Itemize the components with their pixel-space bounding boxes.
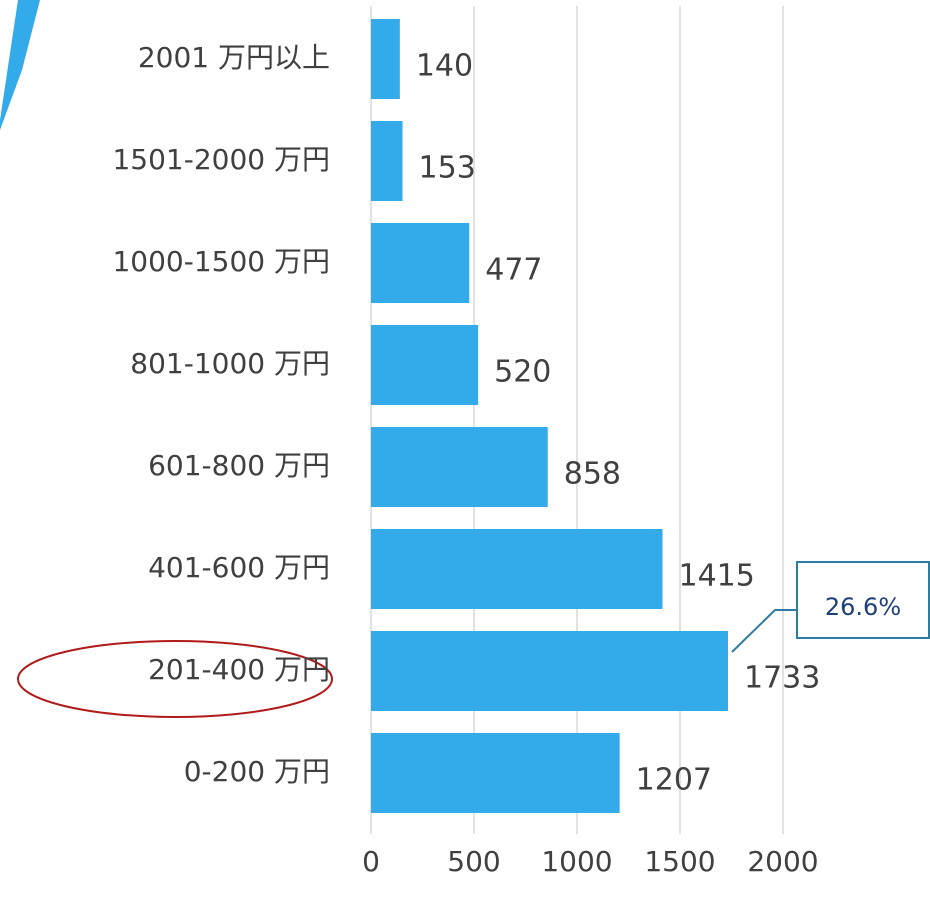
data-label: 153 — [419, 151, 476, 186]
y-tick-label: 201-400 万円 — [148, 653, 330, 686]
bar — [371, 733, 620, 813]
y-tick-label: 2001 万円以上 — [138, 41, 330, 74]
data-label: 1207 — [636, 763, 712, 798]
data-label: 1733 — [744, 661, 820, 696]
highlight-ellipse — [17, 640, 333, 718]
x-tick-label: 0 — [362, 845, 380, 878]
bar — [371, 631, 728, 711]
annotation-leader — [731, 609, 797, 653]
bar — [371, 121, 403, 201]
bar — [371, 529, 663, 609]
data-label: 140 — [416, 49, 473, 84]
y-tick-label: 801-1000 万円 — [130, 347, 330, 380]
x-tick-label: 1500 — [644, 845, 715, 878]
decoration-stripe — [0, 0, 40, 130]
bar — [371, 325, 479, 405]
annotation-box — [796, 561, 930, 639]
bar — [371, 19, 400, 99]
annotation-text: 26.6% — [825, 593, 901, 621]
y-tick-label: 401-600 万円 — [148, 551, 330, 584]
y-tick-label: 1501-2000 万円 — [112, 143, 330, 176]
x-tick-label: 1000 — [541, 845, 612, 878]
data-label: 858 — [564, 457, 621, 492]
data-label: 1415 — [678, 559, 754, 594]
y-tick-label: 601-800 万円 — [148, 449, 330, 482]
data-label: 520 — [494, 355, 551, 390]
bar — [371, 427, 548, 507]
x-tick-label: 2000 — [747, 845, 818, 878]
x-tick-label: 500 — [447, 845, 500, 878]
y-tick-label: 0-200 万円 — [184, 755, 330, 788]
bar — [371, 223, 470, 303]
y-tick-label: 1000-1500 万円 — [112, 245, 330, 278]
data-label: 477 — [485, 253, 542, 288]
